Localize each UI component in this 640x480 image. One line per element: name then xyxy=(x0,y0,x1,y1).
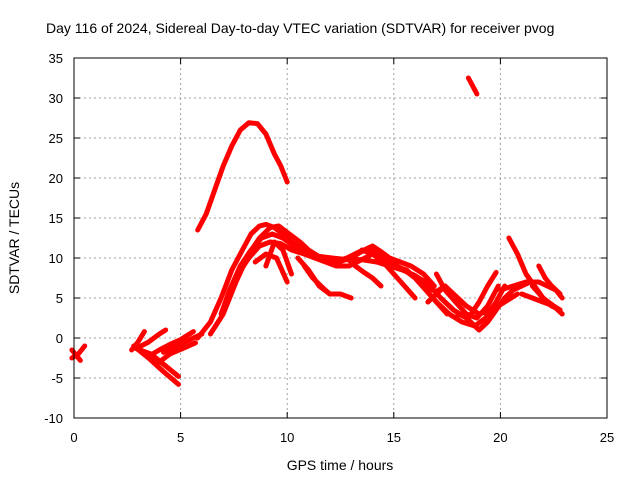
series-arc-25 xyxy=(465,75,480,97)
y-tick-label: 20 xyxy=(49,171,63,186)
series-arc-18 xyxy=(301,263,333,297)
data-series xyxy=(69,75,565,387)
x-tick-label: 5 xyxy=(177,430,184,445)
y-tick-label: -10 xyxy=(44,411,63,426)
x-tick-label: 25 xyxy=(600,430,614,445)
series-arc-08 xyxy=(156,340,198,365)
series-arc-20 xyxy=(359,247,418,301)
y-tick-label: 25 xyxy=(49,131,63,146)
series-arc-02 xyxy=(69,347,83,363)
series-arc-07 xyxy=(146,329,196,359)
x-tick-label: 10 xyxy=(280,430,294,445)
series-arc-30 xyxy=(529,283,563,313)
axis-ticks xyxy=(73,57,608,419)
x-tick-label: 15 xyxy=(387,430,401,445)
y-axis-title: SDTVAR / TECUs xyxy=(6,182,22,294)
x-axis-title: GPS time / hours xyxy=(287,457,394,473)
chart-title: Day 116 of 2024, Sidereal Day-to-day VTE… xyxy=(46,20,554,36)
series-arc-24 xyxy=(455,269,499,321)
y-tick-label: 30 xyxy=(49,91,63,106)
series-arc-22 xyxy=(425,283,520,317)
x-tick-label: 20 xyxy=(493,430,507,445)
series-arc-29 xyxy=(536,263,563,297)
series-arc-06 xyxy=(135,327,169,351)
y-tick-label: 0 xyxy=(56,331,63,346)
series-arc-19 xyxy=(344,255,384,289)
plot-frame xyxy=(73,57,608,419)
series-arc-10 xyxy=(195,120,290,233)
x-tick-label: 0 xyxy=(70,430,77,445)
y-tick-labels: -10 -5 0 5 10 15 20 25 30 35 xyxy=(44,51,63,426)
y-tick-label: 10 xyxy=(49,251,63,266)
series-arc-23 xyxy=(433,271,501,321)
y-tick-label: -5 xyxy=(51,371,63,386)
y-tick-label: 5 xyxy=(56,291,63,306)
series-arc-16 xyxy=(252,251,290,285)
y-tick-label: 15 xyxy=(49,211,63,226)
x-tick-labels: 0 5 10 15 20 25 xyxy=(70,430,614,445)
y-tick-label: 35 xyxy=(49,51,63,66)
